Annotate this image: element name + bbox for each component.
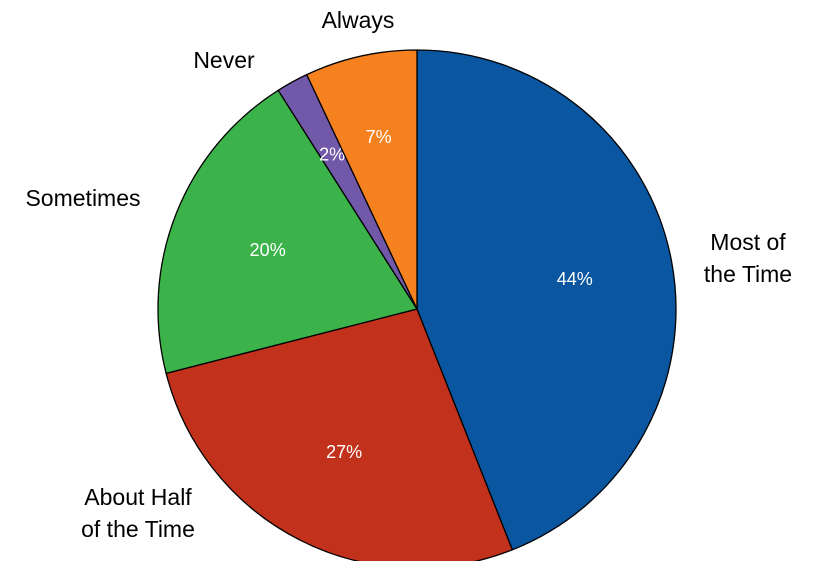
slice-percent-label: 20%: [250, 240, 286, 260]
category-label: Always: [322, 7, 395, 33]
category-label: Sometimes: [25, 185, 140, 211]
slice-percent-label: 7%: [366, 127, 392, 147]
pie-slice-most-of-the-time: [416, 49, 677, 551]
pie-slice-always: [306, 49, 418, 310]
slice-percent-label: 44%: [557, 269, 593, 289]
pie-slice-sometimes: [157, 89, 418, 375]
slice-percent-label: 27%: [326, 442, 362, 462]
category-label: Most of the Time: [704, 229, 792, 287]
slice-percent-label: 2%: [319, 145, 345, 165]
category-label: About Half of the Time: [81, 484, 195, 542]
pie-slice-about-half-of-the-time: [165, 308, 513, 561]
category-label: Never: [193, 47, 255, 73]
